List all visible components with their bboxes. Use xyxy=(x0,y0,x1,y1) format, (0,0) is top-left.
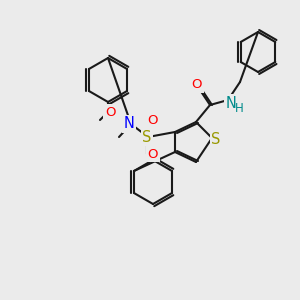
Text: N: N xyxy=(226,95,236,110)
Text: O: O xyxy=(148,113,158,127)
Text: S: S xyxy=(142,130,152,145)
Text: O: O xyxy=(148,148,158,160)
Text: N: N xyxy=(124,116,134,131)
Text: H: H xyxy=(235,103,243,116)
Text: O: O xyxy=(192,79,202,92)
Text: S: S xyxy=(211,133,221,148)
Text: O: O xyxy=(105,106,115,118)
